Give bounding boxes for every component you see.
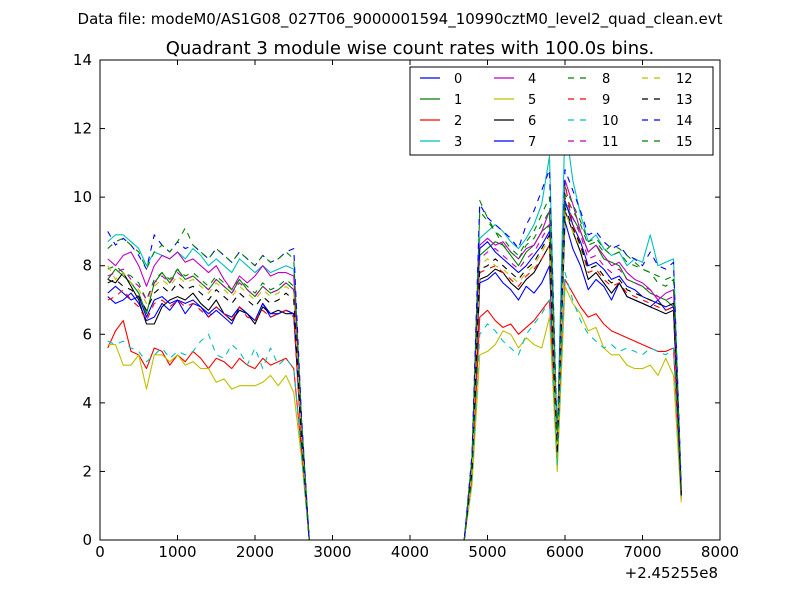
series-line-3 (107, 121, 682, 540)
series-line-0 (107, 220, 682, 540)
y-tick-label: 12 (73, 120, 92, 138)
y-tick-label: 10 (73, 188, 92, 206)
legend-label-1: 1 (454, 93, 462, 108)
y-tick-label: 8 (82, 257, 92, 275)
y-tick-label: 2 (82, 462, 92, 480)
legend-label-13: 13 (676, 93, 693, 108)
series-line-13 (107, 206, 682, 540)
x-axis-offset-label: +2.45255e8 (625, 564, 718, 582)
y-tick-label: 4 (82, 394, 92, 412)
y-tick-label: 0 (82, 531, 92, 549)
legend-label-0: 0 (454, 72, 462, 87)
series-line-15 (107, 186, 682, 540)
x-tick-label: 6000 (546, 543, 584, 561)
legend-label-2: 2 (454, 114, 462, 129)
series-line-6 (107, 210, 682, 540)
legend-label-3: 3 (454, 135, 462, 150)
legend-label-6: 6 (528, 114, 536, 129)
x-tick-label: 3000 (313, 543, 351, 561)
x-axis: 0 1000 2000 3000 4000 5000 6000 7000 8000 (95, 60, 739, 561)
x-tick-label: 0 (95, 543, 105, 561)
x-tick-label: 2000 (236, 543, 274, 561)
series-line-8 (107, 193, 682, 540)
x-tick-label: 7000 (623, 543, 661, 561)
legend-label-11: 11 (602, 135, 619, 150)
x-tick-label: 4000 (391, 543, 429, 561)
legend-label-5: 5 (528, 93, 536, 108)
legend-label-9: 9 (602, 93, 610, 108)
legend-label-12: 12 (676, 72, 693, 87)
legend-label-14: 14 (676, 114, 693, 129)
x-tick-label: 5000 (468, 543, 506, 561)
y-tick-label: 14 (73, 51, 92, 69)
series-layer (107, 121, 682, 540)
legend-label-15: 15 (676, 135, 693, 150)
series-line-7 (107, 200, 682, 540)
legend-label-10: 10 (602, 114, 619, 129)
series-line-5 (107, 285, 682, 540)
y-tick-label: 6 (82, 325, 92, 343)
legend-frame (409, 66, 714, 156)
legend-label-8: 8 (602, 72, 610, 87)
legend-label-4: 4 (528, 72, 536, 87)
series-line-11 (107, 196, 682, 540)
series-line-2 (107, 278, 682, 540)
chart-title: Quadrant 3 module wise count rates with … (166, 38, 655, 59)
x-tick-label: 8000 (701, 543, 739, 561)
series-line-10 (107, 272, 682, 540)
series-line-4 (107, 179, 682, 540)
legend-label-7: 7 (528, 135, 536, 150)
figure-suptitle: Data file: modeM0/AS1G08_027T06_90000015… (78, 10, 723, 29)
x-tick-label: 1000 (158, 543, 196, 561)
